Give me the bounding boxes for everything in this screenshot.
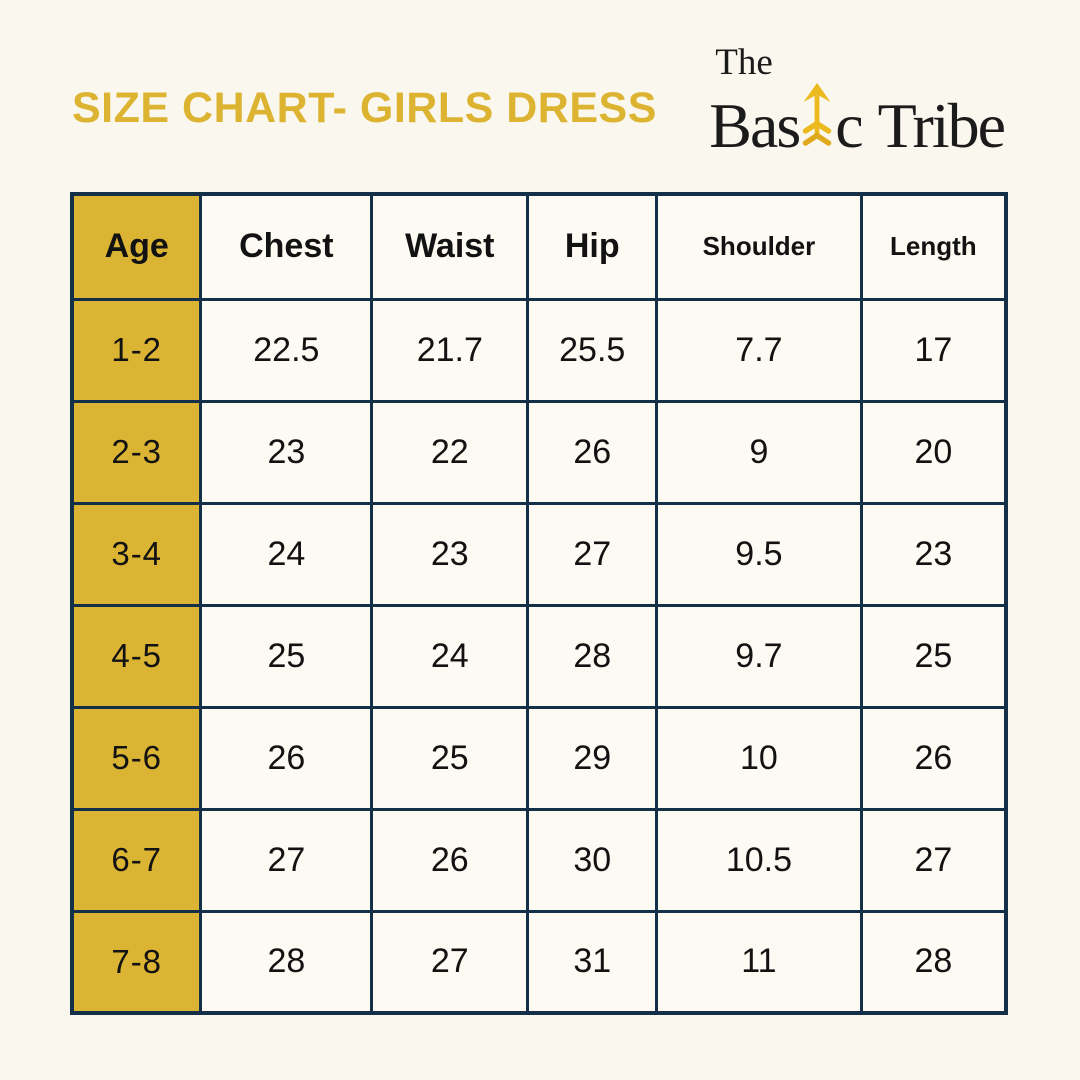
age-cell: 3-4 xyxy=(70,501,203,607)
brand-logo: The Bas c Tribe xyxy=(709,36,1006,158)
value-cell: 25 xyxy=(859,603,1008,709)
age-cell: 1-2 xyxy=(70,297,203,403)
header: SIZE CHART- GIRLS DRESS The Bas c Tribe xyxy=(72,36,1006,166)
value-cell: 11 xyxy=(655,909,863,1015)
value-cell: 22 xyxy=(370,399,530,505)
value-cell: 7.7 xyxy=(655,297,863,403)
value-cell: 24 xyxy=(370,603,530,709)
value-cell: 22.5 xyxy=(199,297,374,403)
value-cell: 28 xyxy=(859,909,1008,1015)
value-cell: 30 xyxy=(526,807,659,913)
value-cell: 25 xyxy=(370,705,530,811)
header-row: Age Chest Waist Hip Shoulder Length xyxy=(70,192,1008,301)
table-row: 2-3 23 22 26 9 20 xyxy=(70,399,1008,505)
table-row: 7-8 28 27 31 11 28 xyxy=(70,909,1008,1015)
value-cell: 17 xyxy=(859,297,1008,403)
value-cell: 25 xyxy=(199,603,374,709)
column-header-length: Length xyxy=(859,192,1008,301)
up-arrow-icon xyxy=(803,83,832,146)
value-cell: 9.5 xyxy=(655,501,863,607)
logo-word-basic-tribe: Bas c Tribe xyxy=(709,83,1006,158)
value-cell: 21.7 xyxy=(370,297,530,403)
value-cell: 25.5 xyxy=(526,297,659,403)
table-row: 6-7 27 26 30 10.5 27 xyxy=(70,807,1008,913)
column-header-chest: Chest xyxy=(199,192,374,301)
logo-basic-prefix: Bas xyxy=(709,90,801,161)
table-row: 3-4 24 23 27 9.5 23 xyxy=(70,501,1008,607)
value-cell: 10 xyxy=(655,705,863,811)
value-cell: 29 xyxy=(526,705,659,811)
value-cell: 27 xyxy=(370,909,530,1015)
column-header-age: Age xyxy=(70,192,203,301)
value-cell: 9 xyxy=(655,399,863,505)
column-header-shoulder: Shoulder xyxy=(655,192,863,301)
column-header-waist: Waist xyxy=(370,192,530,301)
table-row: 4-5 25 24 28 9.7 25 xyxy=(70,603,1008,709)
table-row: 5-6 26 25 29 10 26 xyxy=(70,705,1008,811)
age-cell: 2-3 xyxy=(70,399,203,505)
age-cell: 7-8 xyxy=(70,909,203,1015)
table-row: 1-2 22.5 21.7 25.5 7.7 17 xyxy=(70,297,1008,403)
value-cell: 31 xyxy=(526,909,659,1015)
logo-word-the: The xyxy=(715,42,773,83)
age-cell: 6-7 xyxy=(70,807,203,913)
size-chart-table: Age Chest Waist Hip Shoulder Length 1-2 … xyxy=(70,192,1008,1015)
value-cell: 23 xyxy=(859,501,1008,607)
logo-word-tribe: Tribe xyxy=(877,90,1006,161)
age-cell: 4-5 xyxy=(70,603,203,709)
value-cell: 26 xyxy=(526,399,659,505)
value-cell: 26 xyxy=(859,705,1008,811)
value-cell: 10.5 xyxy=(655,807,863,913)
value-cell: 27 xyxy=(859,807,1008,913)
value-cell: 28 xyxy=(526,603,659,709)
logo-basic-suffix: c xyxy=(835,90,863,161)
value-cell: 9.7 xyxy=(655,603,863,709)
value-cell: 26 xyxy=(370,807,530,913)
value-cell: 27 xyxy=(199,807,374,913)
value-cell: 24 xyxy=(199,501,374,607)
value-cell: 20 xyxy=(859,399,1008,505)
value-cell: 23 xyxy=(370,501,530,607)
value-cell: 23 xyxy=(199,399,374,505)
value-cell: 28 xyxy=(199,909,374,1015)
value-cell: 27 xyxy=(526,501,659,607)
age-cell: 5-6 xyxy=(70,705,203,811)
page-title: SIZE CHART- GIRLS DRESS xyxy=(72,84,657,132)
column-header-hip: Hip xyxy=(526,192,659,301)
value-cell: 26 xyxy=(199,705,374,811)
